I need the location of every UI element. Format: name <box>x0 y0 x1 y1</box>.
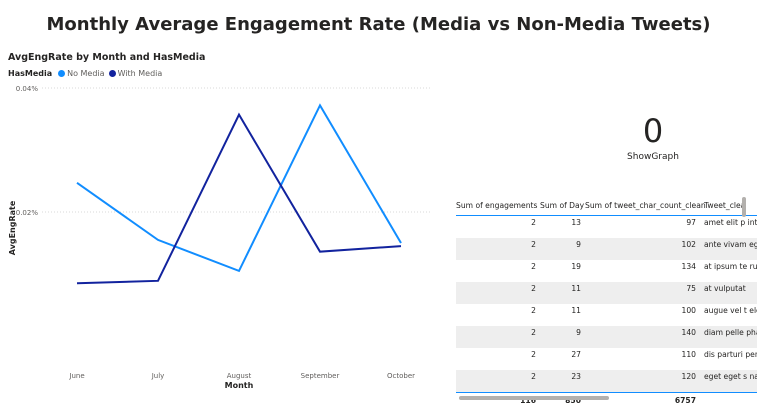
table-cell: dis parturi penatibus <box>704 350 757 359</box>
table-cell: 2 <box>531 306 536 315</box>
table-cell: 2 <box>531 262 536 271</box>
chart-series <box>76 103 402 285</box>
table-cell: 100 <box>681 306 697 315</box>
table-cell: 27 <box>571 350 581 359</box>
page-title: Monthly Average Engagement Rate (Media v… <box>46 14 711 35</box>
table-cell: 102 <box>585 238 700 260</box>
column-header[interactable]: Sum of Day <box>540 195 585 216</box>
table-cell: 97 <box>686 218 696 227</box>
table-cell: 2 <box>456 238 540 260</box>
table-row[interactable]: 2 11 100 augue vel t elementum <box>456 304 757 326</box>
chart-gridlines <box>42 87 432 213</box>
x-tick-label: June <box>68 372 84 380</box>
table-cell: 2 <box>531 218 536 227</box>
table-cell: eget eget s nam dui pr <box>700 370 757 393</box>
y-axis-title: AvgEngRate <box>8 200 17 255</box>
legend-dot-icon <box>58 70 66 77</box>
x-tick-label: September <box>301 372 340 380</box>
table-cell: amet elit p interdum i <box>704 218 757 227</box>
table-cell: ante vivam eget massa <box>700 238 757 260</box>
column-header[interactable]: Sum of tweet_char_count_clean <box>585 195 706 216</box>
x-tick-label: July <box>151 372 165 380</box>
column-header[interactable]: Tweet_clea <box>700 195 757 216</box>
chart-legend: HasMedia No Media With Media <box>8 69 164 78</box>
table-cell: 110 <box>681 350 697 359</box>
table-cell: 140 <box>585 326 700 348</box>
table-cell: diam pelle pharetra m <box>700 326 757 348</box>
table-cell: at ipsum te rutrum lob <box>704 262 757 271</box>
table-cell: 134 <box>681 262 697 271</box>
table-cell: 2 <box>456 326 540 348</box>
legend-label: No Media <box>67 69 105 78</box>
x-axis-title: Month <box>225 381 254 390</box>
table-cell: 19 <box>571 262 581 271</box>
chart-title: AvgEngRate by Month and HasMedia <box>8 52 206 63</box>
horizontal-scrollbar[interactable] <box>459 396 609 400</box>
table-cell: 2 <box>456 370 540 393</box>
table-cell: 11 <box>540 282 585 304</box>
table-cell: 13 <box>571 218 581 227</box>
column-header[interactable]: Sum of engagements <box>456 195 540 216</box>
legend-title: HasMedia <box>8 69 53 78</box>
legend-dot-icon <box>108 70 116 77</box>
table-cell: 9 <box>540 326 585 348</box>
table-total-cell: 6757 <box>585 392 700 405</box>
table-row[interactable]: 2 27 110 dis parturi penatibus <box>456 348 757 370</box>
table-cell: augue vel t elementum <box>704 306 757 315</box>
series-line-with-media[interactable] <box>76 112 402 285</box>
chart-axis-labels: 0.02% 0.04% June July August September October… <box>8 85 415 390</box>
table-row[interactable]: 2 13 97 amet elit p interdum i <box>456 216 757 239</box>
table-total-cell <box>700 392 757 405</box>
table-cell: 2 <box>531 350 536 359</box>
card-value: 0 <box>642 112 664 150</box>
table-cell: at vulputat <box>700 282 757 304</box>
series-line-no-media[interactable] <box>76 103 402 273</box>
table-total-row: 116 850 6757 <box>456 392 757 405</box>
table-row[interactable]: 2 19 134 at ipsum te rutrum lob <box>456 260 757 282</box>
vertical-scrollbar[interactable] <box>742 197 746 217</box>
x-tick-label: October <box>387 372 415 380</box>
legend-item-with-media[interactable]: With Media <box>107 69 163 78</box>
x-tick-label: August <box>227 372 252 380</box>
line-chart: 0.02% 0.04% June July August September October… <box>8 85 432 390</box>
table-cell: 75 <box>585 282 700 304</box>
table-cell: 23 <box>540 370 585 393</box>
table-cell: 9 <box>540 238 585 260</box>
y-tick-label: 0.02% <box>16 209 39 217</box>
table-cell: 2 <box>456 282 540 304</box>
legend-item-no-media[interactable]: No Media <box>56 69 105 78</box>
legend-label: With Media <box>117 69 163 78</box>
table-cell: 11 <box>571 306 581 315</box>
y-tick-label: 0.04% <box>16 85 39 93</box>
card-label: ShowGraph <box>627 152 679 162</box>
table-header-row: Sum of engagements Sum of Day Sum of twe… <box>456 195 757 216</box>
data-table: Sum of engagements Sum of Day Sum of twe… <box>456 195 757 405</box>
table-row[interactable]: 2 11 75 at vulputat <box>456 282 757 304</box>
data-table-visual[interactable]: Sum of engagements Sum of Day Sum of twe… <box>456 195 757 405</box>
table-cell: 120 <box>585 370 700 393</box>
